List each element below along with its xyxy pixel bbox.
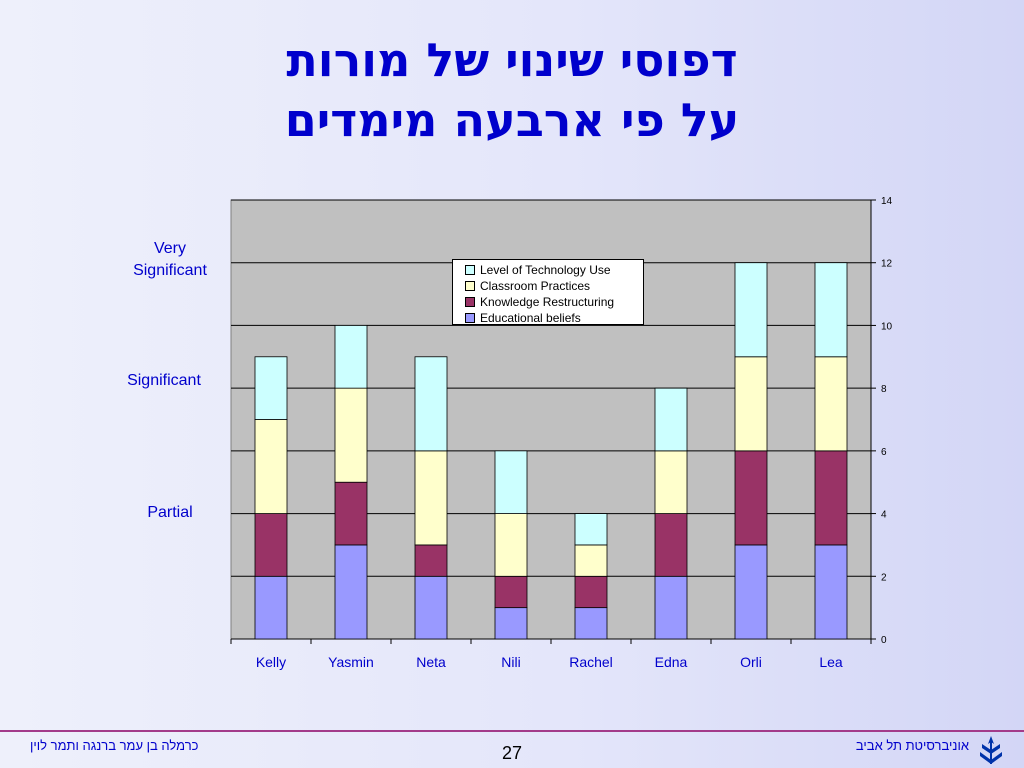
- legend-label: Level of Technology Use: [480, 263, 611, 277]
- x-category-label: Edna: [655, 654, 688, 670]
- y-tick-label: 14: [881, 196, 893, 207]
- legend-label: Knowledge Restructuring: [480, 295, 615, 309]
- bar-nili-educational-beliefs: [494, 607, 528, 640]
- legend-item: Knowledge Restructuring: [465, 294, 643, 310]
- legend-item: Level of Technology Use: [465, 262, 643, 278]
- x-category-label: Neta: [416, 654, 446, 670]
- x-category-label: Nili: [501, 654, 520, 670]
- bar-orli-classroom-practices: [734, 356, 768, 452]
- legend-swatch: [465, 297, 475, 307]
- bar-orli-level-of-technology-use: [734, 262, 768, 358]
- bar-lea-knowledge-restructuring: [814, 450, 848, 546]
- stacked-bar-chart: 0 2 4 6 8 10 12 14 Kelly Yasmin Neta Nili Rachel Edna…: [230, 196, 893, 670]
- title-line-2: על פי ארבעה מימדים: [284, 93, 740, 147]
- side-label-very-significant: Very Significant: [133, 240, 207, 279]
- legend-swatch: [465, 265, 475, 275]
- bar-kelly-classroom-practices: [254, 419, 288, 514]
- bar-yasmin-educational-beliefs: [334, 544, 368, 640]
- bar-neta-classroom-practices: [414, 450, 448, 546]
- bar-edna-classroom-practices: [654, 450, 688, 514]
- x-category-label: Lea: [819, 654, 843, 670]
- legend-item: Educational beliefs: [465, 310, 643, 326]
- bar-edna-level-of-technology-use: [654, 387, 688, 452]
- x-category-label: Kelly: [256, 654, 286, 670]
- bar-lea-level-of-technology-use: [814, 262, 848, 358]
- bar-nili-classroom-practices: [494, 513, 528, 577]
- footer-university: אוניברסיטת תל אביב: [855, 738, 969, 753]
- y-tick-label: 0: [881, 635, 887, 646]
- y-tick-label: 2: [881, 572, 887, 583]
- x-category-label: Orli: [740, 654, 762, 670]
- bar-nili-level-of-technology-use: [494, 450, 528, 514]
- x-category-label: Rachel: [569, 654, 613, 670]
- bar-neta-level-of-technology-use: [414, 356, 448, 452]
- bar-yasmin-knowledge-restructuring: [334, 481, 368, 546]
- bar-kelly-educational-beliefs: [254, 575, 288, 640]
- bar-orli-knowledge-restructuring: [734, 450, 768, 546]
- bar-kelly-level-of-technology-use: [254, 356, 288, 420]
- title-line-1: דפוסי שינוי של מורות: [286, 33, 738, 87]
- bar-lea-classroom-practices: [814, 356, 848, 452]
- legend-label: Classroom Practices: [480, 279, 591, 293]
- y-tick-label: 4: [881, 510, 887, 521]
- slide-title: דפוסי שינוי של מורות על פי ארבעה מימדים: [0, 30, 1024, 150]
- page-number: 27: [501, 743, 523, 763]
- bar-orli-educational-beliefs: [734, 544, 768, 640]
- bar-rachel-knowledge-restructuring: [574, 575, 608, 609]
- chart-legend: Level of Technology Use Classroom Practic…: [452, 259, 644, 325]
- side-label-partial: Partial: [147, 504, 193, 521]
- legend-swatch: [465, 313, 475, 323]
- bar-rachel-level-of-technology-use: [574, 513, 608, 546]
- bar-rachel-educational-beliefs: [574, 607, 608, 640]
- footer-authors: כרמלה בן עמר ברנגה ותמר לוין: [30, 738, 199, 753]
- bar-neta-knowledge-restructuring: [414, 544, 448, 577]
- y-tick-label: 12: [881, 259, 893, 270]
- side-label-significant: Significant: [127, 372, 201, 389]
- y-tick-label: 8: [881, 384, 887, 395]
- legend-label: Educational beliefs: [480, 311, 581, 325]
- bar-rachel-classroom-practices: [574, 544, 608, 577]
- legend-item: Classroom Practices: [465, 278, 643, 294]
- university-emblem-icon: [980, 736, 1002, 764]
- bar-lea-educational-beliefs: [814, 544, 848, 640]
- bar-kelly-knowledge-restructuring: [254, 513, 288, 577]
- bar-nili-knowledge-restructuring: [494, 575, 528, 609]
- bar-neta-educational-beliefs: [414, 575, 448, 640]
- bar-yasmin-level-of-technology-use: [334, 325, 368, 389]
- y-tick-label: 6: [881, 447, 887, 458]
- y-tick-label: 10: [881, 321, 893, 332]
- bar-yasmin-classroom-practices: [334, 387, 368, 483]
- bar-edna-educational-beliefs: [654, 575, 688, 640]
- x-category-label: Yasmin: [328, 654, 374, 670]
- footer-divider: [0, 730, 1024, 732]
- bar-edna-knowledge-restructuring: [654, 513, 688, 577]
- legend-swatch: [465, 281, 475, 291]
